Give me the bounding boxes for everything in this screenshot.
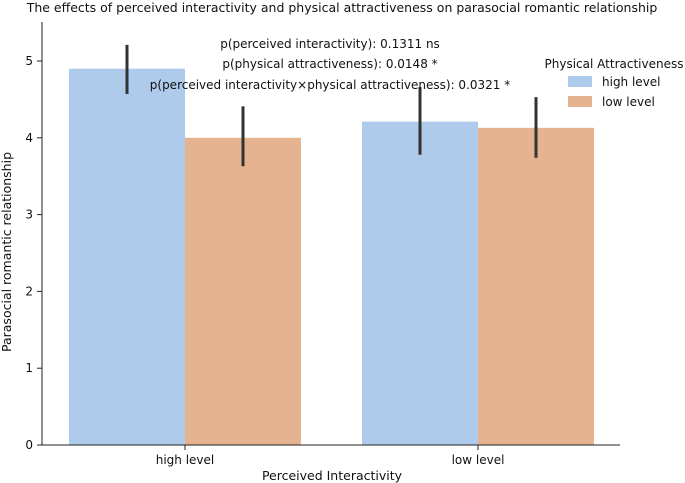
bars-layer [69,68,594,446]
y-ticks: 0 1 2 3 4 5 [25,54,42,452]
legend-swatch-low-level [568,96,592,107]
x-tick-label-low-level: low level [452,453,505,467]
y-tick-label-5: 5 [25,54,33,68]
annotation-interaction: p(perceived interactivity×physical attra… [150,78,510,92]
y-axis-label: Parasocial romantic relationship [0,152,14,352]
annotation-attractiveness: p(physical attractiveness): 0.0148 * [222,57,437,71]
legend: Physical Attractiveness high level low l… [545,57,684,109]
bar-low-level-low-level [478,127,594,445]
legend-label-low-level: low level [602,95,655,109]
bar-high-level-low-level [185,137,301,446]
x-ticks: high level low level [156,445,505,467]
y-tick-label-3: 3 [25,208,33,222]
bar-low-level-high-level [362,121,478,445]
legend-swatch-high-level [568,76,592,87]
annotation-interactivity: p(perceived interactivity): 0.1311 ns [220,37,440,51]
legend-title: Physical Attractiveness [545,57,684,71]
x-tick-label-high-level: high level [156,453,215,467]
y-tick-label-2: 2 [25,284,33,298]
x-axis-label: Perceived Interactivity [262,468,403,483]
errorbars-layer [125,44,538,167]
chart-title: The effects of perceived interactivity a… [26,0,658,15]
y-tick-label-0: 0 [25,438,33,452]
bar-high-level-high-level [69,68,185,446]
legend-label-high-level: high level [602,75,661,89]
y-tick-label-4: 4 [25,131,33,145]
y-tick-label-1: 1 [25,361,33,375]
